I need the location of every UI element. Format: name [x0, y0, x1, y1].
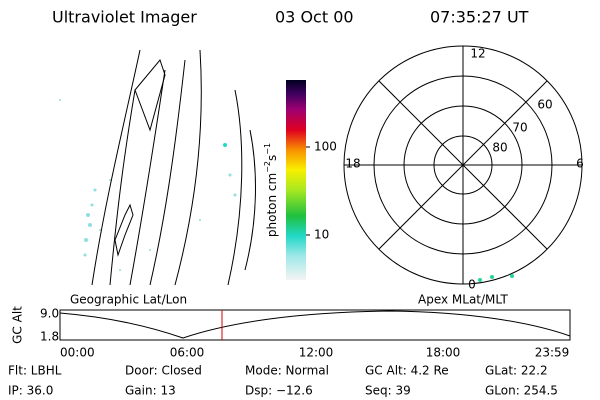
- status-field: Gain: 13: [125, 384, 176, 398]
- colorbar-tick: 10: [314, 228, 329, 242]
- status-field: GLon: 254.5: [485, 384, 558, 398]
- altitude-right-label: Apex MLat/MLT: [418, 293, 508, 307]
- altitude-x-tick: 06:00: [170, 346, 205, 360]
- altitude-x-tick: 18:00: [426, 346, 461, 360]
- colorbar: [286, 80, 306, 280]
- altitude-y-tick: 9.0: [40, 307, 59, 321]
- status-field: Dsp: −12.6: [245, 384, 313, 398]
- status-field: GC Alt: 4.2 Re: [365, 364, 449, 378]
- mlt-label: 18: [345, 157, 360, 171]
- status-field: Flt: LBHL: [8, 364, 62, 378]
- altitude-y-tick: 1.8: [40, 330, 59, 344]
- polar-grid: [343, 45, 583, 285]
- colorbar-label: photon cm−2s−1: [263, 143, 279, 237]
- altitude-curve: [59, 310, 571, 339]
- lat-label: 70: [512, 121, 527, 135]
- status-field: Mode: Normal: [245, 364, 329, 378]
- lat-label: 80: [492, 141, 507, 155]
- mlt-label: 0: [468, 278, 476, 292]
- title: Ultraviolet Imager: [52, 8, 197, 27]
- status-field: Seq: 39: [365, 384, 411, 398]
- altitude-x-tick: 23:59: [535, 346, 570, 360]
- altitude-left-label: Geographic Lat/Lon: [70, 293, 187, 307]
- mlt-label: 6: [576, 157, 584, 171]
- status-field: IP: 36.0: [8, 384, 53, 398]
- image-panel: [59, 49, 256, 286]
- altitude-y-label: GC Alt: [11, 306, 25, 344]
- status-field: Door: Closed: [125, 364, 202, 378]
- altitude-x-tick: 12:00: [299, 346, 334, 360]
- colorbar-tick: 100: [314, 140, 337, 154]
- altitude-frame: [59, 309, 571, 341]
- lat-label: 60: [537, 98, 552, 112]
- altitude-x-tick: 00:00: [60, 346, 95, 360]
- status-field: GLat: 22.2: [485, 364, 548, 378]
- time: 07:35:27 UT: [430, 8, 529, 27]
- date: 03 Oct 00: [275, 8, 354, 27]
- mlt-label: 12: [470, 47, 485, 61]
